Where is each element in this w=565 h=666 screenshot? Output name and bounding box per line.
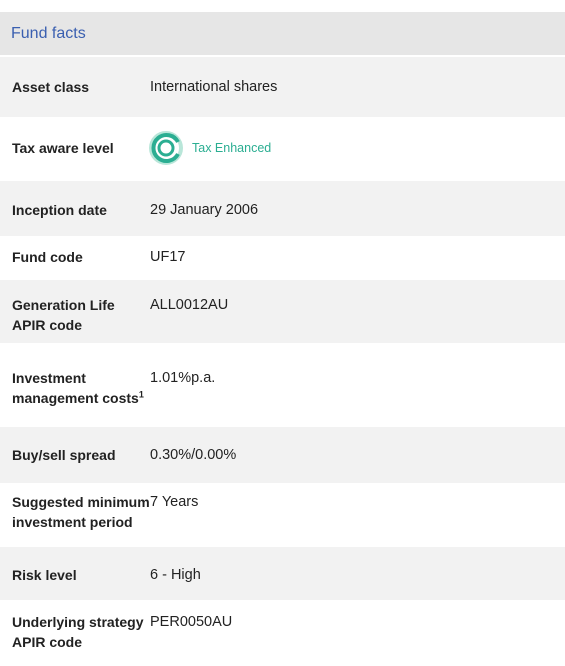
fact-row: Risk level 6 - High [0,547,565,600]
tax-badge: Tax Enhanced [148,130,271,166]
label-text: Fund code [12,249,83,265]
fact-row: Fund code UF17 [0,236,565,280]
fact-label: Suggested minimum investment period [12,492,150,532]
fact-value: International shares [150,79,278,95]
fact-row: Inception date 29 January 2006 [0,181,565,236]
tax-icon [149,131,183,165]
header-title: Fund facts [11,25,86,42]
fact-row: Tax aware level Tax Enhanced [0,119,565,179]
label-text: Risk level [12,567,77,583]
fact-label: Underlying strategy APIR code [12,612,150,652]
fact-label: Tax aware level [12,138,150,158]
fact-value: 1.01%p.a. [150,370,216,386]
fact-label: Fund code [12,247,150,267]
label-text: Tax aware level [12,140,114,156]
fact-row: Investment management costs1 1.01%p.a. [0,345,565,425]
badge-text: Tax Enhanced [192,141,272,155]
fact-value: 6 - High [150,567,201,583]
fact-row: Underlying strategy APIR code PER0050AU [0,600,565,660]
fact-value: UF17 [150,249,186,265]
fact-label: Investment management costs1 [12,368,150,408]
fact-label: Buy/sell spread [12,445,150,465]
fact-row: Asset class International shares [0,57,565,117]
fact-label: Generation Life APIR code [12,295,150,335]
fact-row: Suggested minimum investment period 7 Yea… [0,483,565,545]
fact-label: Asset class [12,77,150,97]
fact-row: Buy/sell spread 0.30%/0.00% [0,427,565,483]
label-text: Inception date [12,202,107,218]
fact-value: 29 January 2006 [150,202,259,218]
footnote-marker: 1 [138,389,144,400]
fact-row: Generation Life APIR code ALL0012AU [0,280,565,343]
label-text: Generation Life APIR code [12,297,115,333]
fact-label: Risk level [12,565,150,585]
label-text: Suggested minimum investment period [12,494,150,530]
label-text: Asset class [12,79,90,95]
label-text: Buy/sell spread [12,447,116,463]
label-text: Underlying strategy APIR code [12,614,144,650]
label-text: Investment management costs [12,370,139,406]
fact-value: ALL0012AU [150,297,229,313]
fact-value: 0.30%/0.00% [150,447,237,463]
header: Fund facts [0,12,565,55]
fact-label: Inception date [12,200,150,220]
fact-value: 7 Years [150,494,199,510]
fact-value: PER0050AU [150,614,233,630]
